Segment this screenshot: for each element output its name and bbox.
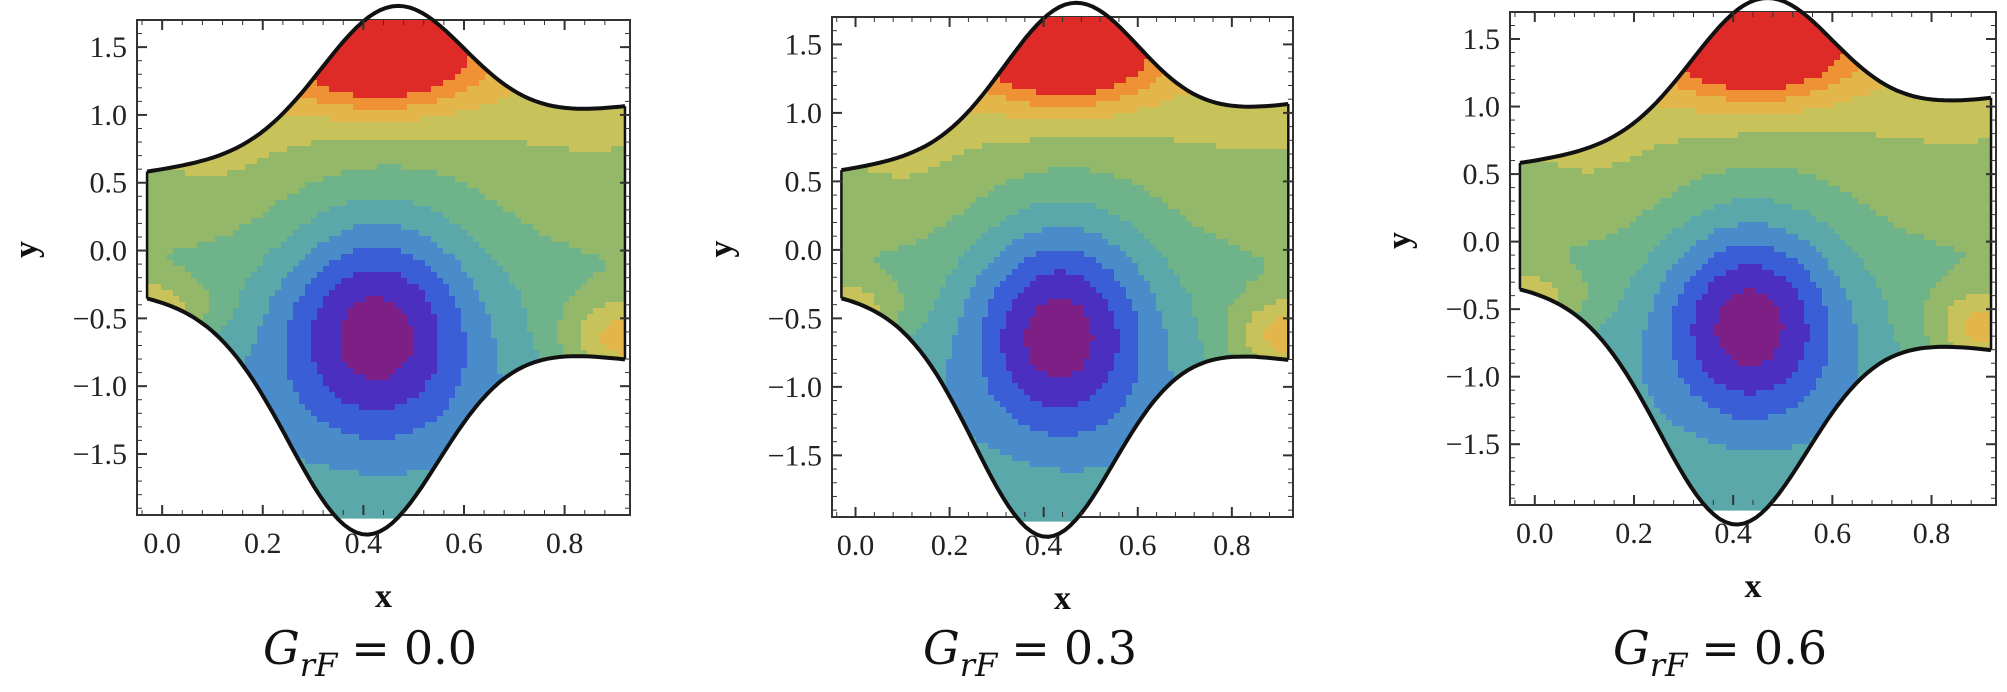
x-tick-label: 0.4	[345, 527, 383, 560]
y-tick-label: 0.0	[90, 235, 128, 268]
contour-panel-grf-0: 0.0 0.2 0.4 0.6 0.8 1.5 1.0 0.5 0.0 −0.5 −1.0 −1.5 x…	[8, 3, 631, 684]
x-tick-label: 0.2	[931, 529, 969, 562]
y-axis-label: y	[1381, 232, 1418, 249]
y-tick-label: −1.5	[1446, 428, 1500, 461]
y-tick-label: −1.0	[1446, 361, 1500, 394]
x-tick-label: 0.6	[1814, 517, 1852, 550]
x-tick-label: 0.8	[1213, 529, 1251, 562]
upper-wall	[1519, 0, 1992, 165]
y-tick-label: 0.0	[1463, 226, 1501, 259]
x-tick-label: 0.4	[1025, 529, 1063, 562]
x-tick-label: 0.2	[1615, 517, 1653, 550]
x-axis-label: x	[1745, 568, 1762, 605]
lower-wall	[146, 296, 626, 537]
y-tick-label: −1.5	[768, 439, 822, 472]
contour-panel-grf-0-3: 0.0 0.2 0.4 0.6 0.8 1.5 1.0 0.5 0.0 −0.5 −1.0 −1.5 x…	[703, 0, 1294, 684]
y-tick-label: 1.0	[1463, 91, 1501, 124]
x-tick-label: 0.6	[445, 527, 483, 560]
y-tick-label: 1.5	[90, 31, 128, 64]
x-tick-label: 0.2	[244, 527, 282, 560]
x-axis-label: x	[1054, 580, 1071, 617]
contour-panel-grf-0-6: 0.0 0.2 0.4 0.6 0.8 1.5 1.0 0.5 0.0 −0.5 −1.0 −1.5 x…	[1381, 0, 1997, 684]
x-tick-label: 0.0	[837, 529, 875, 562]
lower-wall	[1519, 287, 1992, 527]
x-tick-label: 0.4	[1714, 517, 1752, 550]
x-tick-label: 0.8	[546, 527, 584, 560]
y-tick-label: −0.5	[768, 302, 822, 335]
y-tick-label: −0.5	[1446, 293, 1500, 326]
x-tick-label: 0.6	[1119, 529, 1157, 562]
y-tick-label: 0.5	[1463, 158, 1501, 191]
y-tick-label: −1.5	[73, 438, 127, 471]
y-tick-label: 0.5	[90, 167, 128, 200]
y-tick-label: −1.0	[73, 370, 127, 403]
y-tick-label: 1.5	[785, 28, 823, 61]
y-tick-label: 1.0	[785, 97, 823, 130]
upper-wall	[146, 3, 626, 174]
panel-caption: GrF = 0.3	[923, 621, 1137, 684]
upper-wall	[841, 0, 1289, 173]
y-tick-label: −1.0	[768, 371, 822, 404]
y-axis-label: y	[703, 241, 740, 258]
panel-caption: GrF = 0.6	[1613, 621, 1827, 684]
y-axis-label: y	[8, 241, 45, 258]
lower-wall	[840, 296, 1289, 539]
y-tick-label: 0.5	[785, 165, 823, 198]
x-axis-label: x	[375, 578, 392, 615]
panel-caption: GrF = 0.0	[263, 621, 477, 684]
y-tick-label: 1.0	[90, 99, 128, 132]
y-tick-label: 0.0	[785, 234, 823, 267]
x-tick-label: 0.8	[1913, 517, 1951, 550]
x-tick-label: 0.0	[1516, 517, 1554, 550]
y-tick-label: 1.5	[1463, 23, 1501, 56]
x-tick-label: 0.0	[143, 527, 181, 560]
y-tick-label: −0.5	[73, 302, 127, 335]
